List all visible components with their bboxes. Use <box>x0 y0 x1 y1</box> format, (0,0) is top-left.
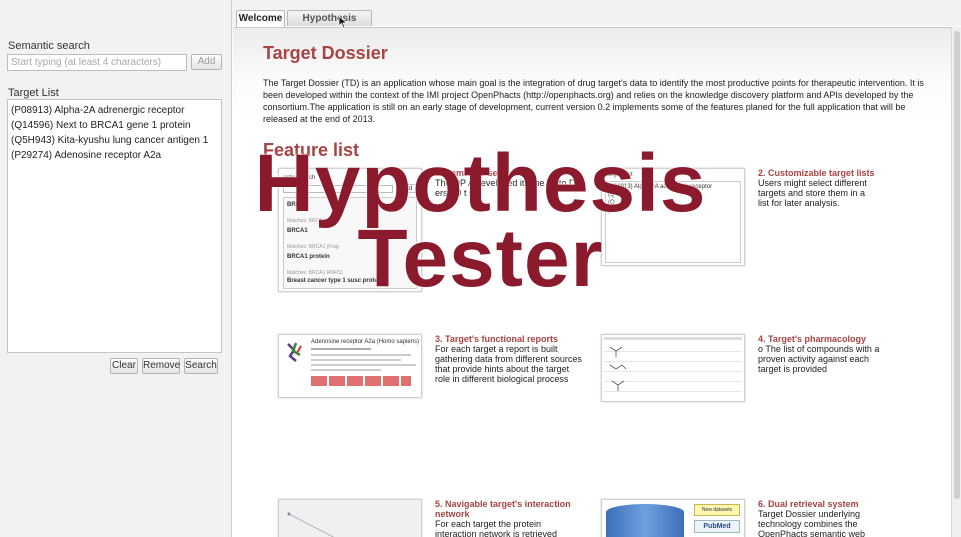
welcome-panel: Target Dossier The Target Dossier (TD) i… <box>233 27 951 537</box>
interaction-network-screenshot <box>278 499 422 537</box>
vertical-scrollbar[interactable] <box>951 27 961 537</box>
feature-title: 6. Dual retrieval system <box>758 499 859 509</box>
clear-button[interactable]: Clear <box>110 358 138 374</box>
thumb-line <box>311 359 401 361</box>
thumb-match: Matches: BRCA1 (Frag <box>287 218 339 224</box>
feature-title: 5. Navigable target's interaction networ… <box>435 499 571 519</box>
thumb-table-header <box>604 337 742 340</box>
semantic-search-input[interactable] <box>7 54 187 71</box>
compound-structures-icon <box>609 346 627 391</box>
new-datasets-label: New datasets <box>694 504 740 516</box>
pubmed-logo: PubMed <box>694 520 740 533</box>
feature-item: 5. Navigable target's interaction networ… <box>435 499 585 537</box>
thumb-header: antic search <box>283 175 316 181</box>
functional-report-screenshot: Adenosine receptor A2a (Homo sapiens) <box>278 334 422 398</box>
feature-title: 4. Target's pharmacology <box>758 334 867 344</box>
thumb-add-button: Add <box>397 184 417 193</box>
thumb-table <box>604 342 742 400</box>
feature-description: Target Dossier underlying technology com… <box>758 509 866 537</box>
thumb-match: Matches: BRCA1 (Frag <box>287 244 339 250</box>
database-icon <box>606 504 684 537</box>
feature-item: 6. Dual retrieval system Target Dossier … <box>758 499 888 537</box>
thumb-row: Breast cancer type 1 susc protein <box>287 278 384 284</box>
thumb-row: BRCA1 <box>287 202 308 208</box>
feature-title: 1. Semantic sea <box>435 168 503 178</box>
semantic-search-label: Semantic search <box>8 40 90 52</box>
intro-paragraph: The Target Dossier (TD) is an applicatio… <box>263 78 924 124</box>
network-graph-icon <box>287 512 335 537</box>
thumb-line <box>311 348 371 350</box>
thumb-match: Matches: BRCA1 RNF53 <box>287 270 343 276</box>
left-sidebar: Semantic search Add Target List (P08913)… <box>0 0 232 537</box>
thumb-line <box>311 364 416 366</box>
add-button[interactable]: Add <box>191 54 222 70</box>
thumb-row: BRCA1 protein <box>287 254 330 260</box>
thumb-tag-row <box>311 376 411 386</box>
target-list-item[interactable]: (P08913) Alpha-2A adrenergic receptor <box>11 105 185 116</box>
tab-bar: Welcome Hypothesis tester <box>232 0 961 39</box>
feature-description: o The list of compounds with a proven ac… <box>758 344 880 374</box>
thumb-row: (Q <box>608 192 615 198</box>
thumb-target-list: (P08913) Alpha-2A adrenergic receptor (Q… <box>605 181 741 263</box>
thumb-header: Target List <box>605 172 633 178</box>
remove-button[interactable]: Remove <box>142 358 180 374</box>
feature-item: 4. Target's pharmacology o The list of c… <box>758 334 888 374</box>
feature-description: Users might select different targets and… <box>758 178 867 208</box>
tab-hypothesis-tester[interactable]: Hypothesis tester <box>287 10 372 39</box>
feature-item: 1. Semantic sea The OP A t eveloped ith … <box>435 168 585 198</box>
feature-title: 2. Customizable target lists <box>758 168 875 178</box>
thumb-row: BRCA1 <box>287 228 308 234</box>
thumb-line <box>311 369 381 371</box>
feature-description: For each target a report is built gather… <box>435 344 582 384</box>
pharmacology-screenshot <box>601 334 745 402</box>
feature-item: 2. Customizable target lists Users might… <box>758 168 878 208</box>
thumb-header: Adenosine receptor A2a (Homo sapiens) <box>311 339 420 345</box>
target-list-item[interactable]: (Q5H943) Kita-kyushu lung cancer antigen… <box>11 135 209 146</box>
feature-list-title: Feature list <box>263 140 360 160</box>
semantic-search-screenshot: antic search Add BRCA1 Matches: BRCA1 (F… <box>278 168 422 292</box>
target-list[interactable]: (P08913) Alpha-2A adrenergic receptor (Q… <box>7 99 222 353</box>
target-list-label: Target List <box>8 87 59 99</box>
feature-item: 3. Target's functional reports For each … <box>435 334 585 384</box>
tab-welcome[interactable]: Welcome <box>236 10 285 27</box>
molecule-icon <box>287 342 302 362</box>
thumb-row: (P08913) Alpha-2A adrenergic receptor <box>608 184 713 190</box>
page-title: Target Dossier <box>263 43 388 63</box>
thumb-row: (Q <box>608 200 615 206</box>
thumb-search-box <box>283 185 393 193</box>
feature-description: The OP A t eveloped ith the us to D ers … <box>435 178 576 198</box>
target-list-item[interactable]: (P29274) Adenosine receptor A2a <box>11 150 162 161</box>
thumb-result-list: BRCA1 Matches: BRCA1 (Frag BRCA1 Matches… <box>283 197 417 289</box>
scrollbar-thumb[interactable] <box>954 31 960 499</box>
thumb-row: (P <box>608 208 614 214</box>
feature-title: 3. Target's functional reports <box>435 334 558 344</box>
thumb-line <box>311 354 411 356</box>
target-list-item[interactable]: (Q14596) Next to BRCA1 gene 1 protein <box>11 120 191 131</box>
dual-retrieval-screenshot: New datasets PubMed <box>601 499 745 537</box>
target-list-screenshot: Target List (P08913) Alpha-2A adrenergic… <box>601 168 745 266</box>
feature-description: For each target the protein interaction … <box>435 519 558 537</box>
search-button[interactable]: Search <box>184 358 218 374</box>
